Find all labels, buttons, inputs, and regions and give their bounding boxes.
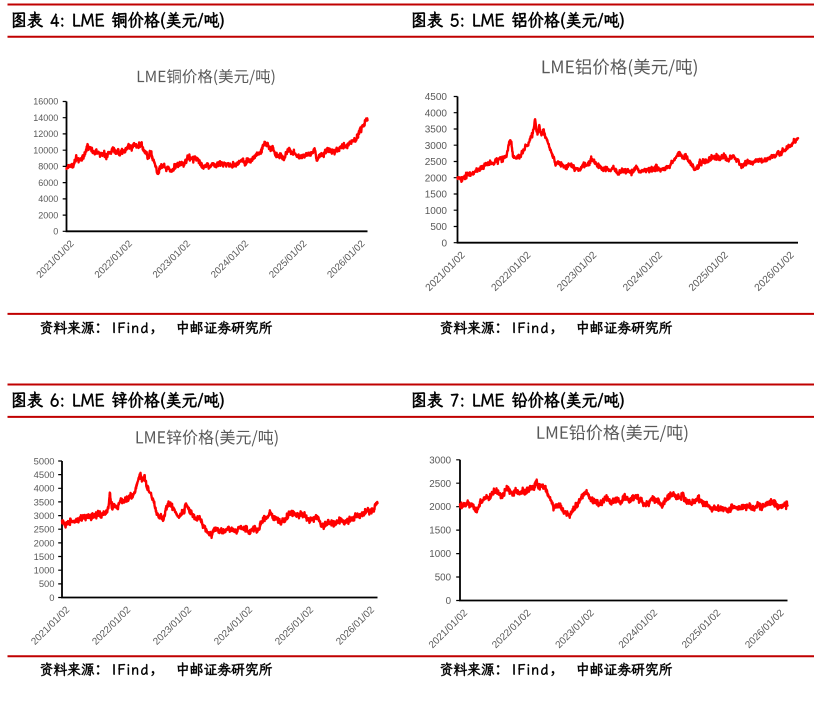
svg-text:500: 500 [435, 573, 452, 584]
svg-text:3000: 3000 [429, 455, 451, 466]
svg-text:1000: 1000 [425, 206, 448, 217]
svg-text:1500: 1500 [34, 551, 55, 562]
svg-text:4000: 4000 [425, 108, 448, 119]
svg-text:0: 0 [53, 227, 58, 237]
svg-text:6000: 6000 [38, 178, 58, 188]
svg-text:2000: 2000 [38, 210, 58, 220]
svg-text:500: 500 [39, 578, 55, 589]
svg-text:8000: 8000 [38, 162, 58, 172]
svg-text:4500: 4500 [425, 92, 448, 103]
svg-text:0: 0 [446, 596, 452, 607]
svg-text:2000: 2000 [425, 173, 448, 184]
svg-text:1500: 1500 [429, 526, 451, 537]
svg-text:1000: 1000 [429, 549, 451, 560]
svg-text:3000: 3000 [425, 141, 448, 152]
svg-text:4500: 4500 [34, 469, 55, 480]
svg-text:2000: 2000 [429, 502, 451, 513]
svg-text:500: 500 [430, 222, 447, 233]
svg-text:1000: 1000 [34, 565, 55, 576]
svg-text:5000: 5000 [34, 455, 55, 466]
svg-text:3500: 3500 [34, 496, 55, 507]
svg-text:0: 0 [441, 238, 447, 249]
svg-text:2500: 2500 [429, 479, 451, 490]
svg-text:2500: 2500 [34, 524, 55, 535]
svg-text:12000: 12000 [33, 129, 58, 139]
svg-text:14000: 14000 [33, 113, 58, 123]
svg-text:0: 0 [49, 592, 54, 603]
svg-text:1500: 1500 [425, 190, 448, 201]
svg-text:16000: 16000 [33, 97, 58, 107]
svg-text:3000: 3000 [34, 510, 55, 521]
svg-text:4000: 4000 [38, 194, 58, 204]
svg-text:2500: 2500 [425, 157, 448, 168]
svg-text:4000: 4000 [34, 483, 55, 494]
svg-text:2000: 2000 [34, 537, 55, 548]
svg-text:3500: 3500 [425, 125, 448, 136]
svg-text:10000: 10000 [33, 145, 58, 155]
